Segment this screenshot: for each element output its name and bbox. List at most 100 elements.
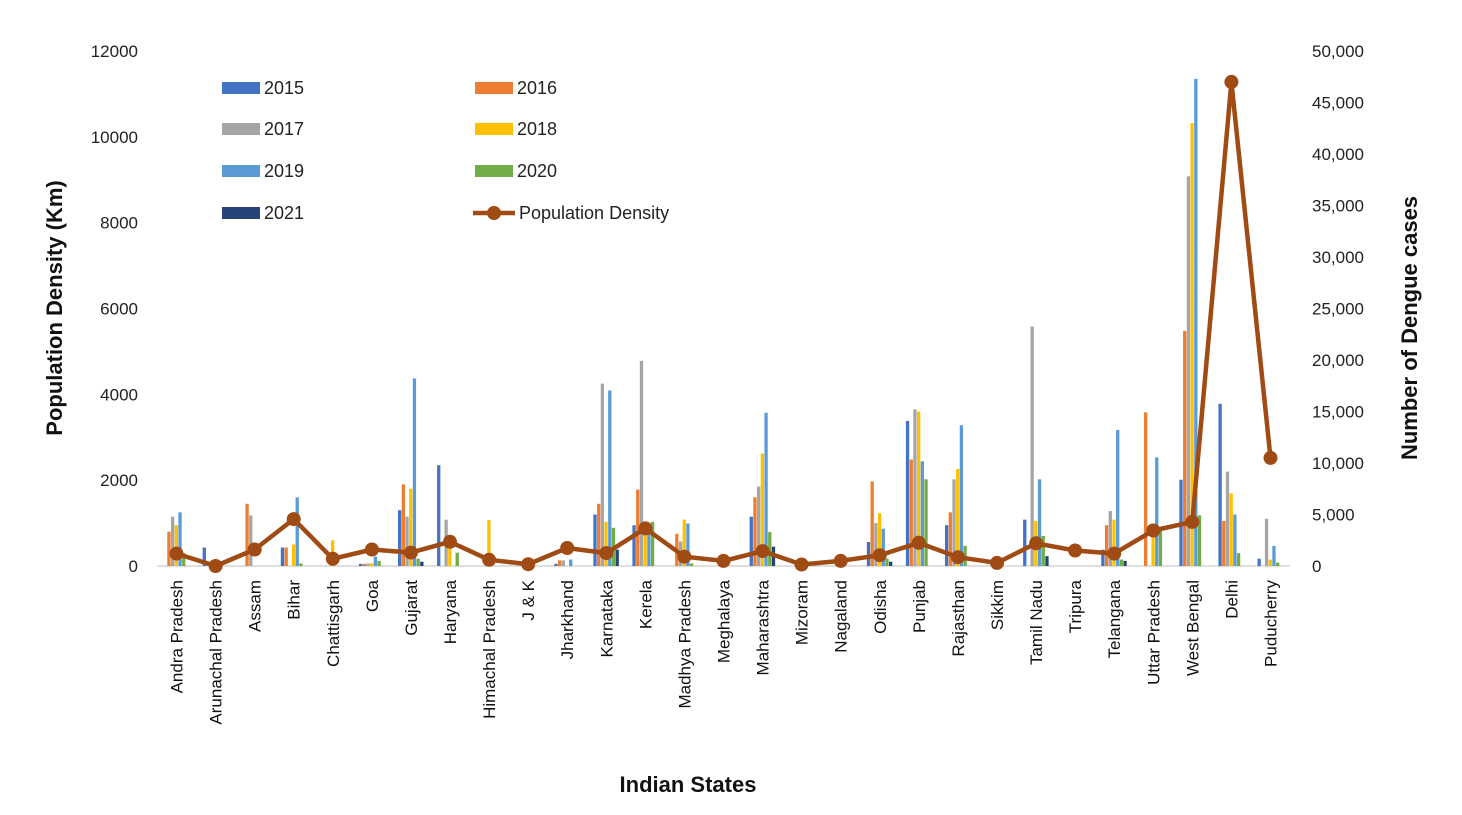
population-density-marker-odisha [872,548,887,563]
y2-tick-label: 45,000 [1312,94,1364,113]
bar-2020-goa [377,560,381,566]
population-density-marker-nagaland [833,553,848,568]
bar-2018-telangana [1112,519,1116,566]
bar-2015-delhi [1218,403,1222,566]
bar-2016-punjab [909,459,913,566]
category-label-j-k: J & K [519,579,538,620]
bar-2016-rajasthan [948,512,952,566]
y2-tick-label: 40,000 [1312,145,1364,164]
y2-tick-label: 0 [1312,557,1321,576]
population-density-marker-assam [247,542,262,557]
bar-2019-bihar [295,497,299,566]
y2-tick-label: 30,000 [1312,248,1364,267]
bar-2015-tamil-nadu [1023,519,1027,566]
bar-2018-himachal-pradesh [487,520,491,566]
bar-2016-assam [245,503,249,566]
bar-2018-punjab [916,411,921,566]
category-label-madhya-pradesh: Madhya Pradesh [675,580,694,709]
bar-2016-jharkhand [557,560,562,566]
bar-2021-gujarat [420,561,424,566]
bar-2018-andra-pradesh [174,525,178,566]
bar-2019-tamil-nadu [1037,479,1042,566]
bar-2017-odisha [874,523,878,566]
category-label-bihar: Bihar [285,580,304,620]
bar-2018-goa [370,563,374,566]
y2-tick-label: 5,000 [1312,506,1355,525]
legend-marker-swatch [487,206,501,220]
category-label-goa: Goa [363,579,382,612]
bar-2016-odisha [870,481,874,566]
bar-2017-puducherry [1264,518,1269,566]
population-density-marker-punjab [911,535,926,550]
bar-2018-rajasthan [956,469,960,566]
legend-swatch [222,123,260,135]
legend-label: Population Density [519,203,669,223]
legend-label: 2021 [264,203,304,223]
bar-2020-bihar [299,563,303,566]
bar-2020-gujarat [416,558,420,566]
population-density-marker-tamil-nadu [1029,536,1044,551]
population-density-marker-west-bengal [1185,514,1200,529]
bar-2018-west-bengal [1190,123,1194,566]
bar-2015-odisha [866,541,871,566]
bar-2018-uttar-pradesh [1151,532,1155,566]
bar-2018-odisha [877,513,882,566]
bar-2019-karnataka [608,390,612,566]
category-label-meghalaya: Meghalaya [715,579,734,663]
bar-2020-andra-pradesh [182,553,186,567]
bar-2017-gujarat [405,516,409,566]
bar-2021-karnataka [615,549,619,566]
category-label-west-bengal: West Bengal [1183,580,1202,676]
bar-2015-goa [358,563,363,566]
bar-2015-punjab [905,420,910,566]
population-density-marker-bihar [286,512,301,527]
bar-2015-karnataka [593,514,597,566]
category-label-delhi: Delhi [1222,580,1241,619]
category-label-arunachal-pradesh: Arunachal Pradesh [207,580,226,725]
population-density-marker-rajasthan [950,550,965,565]
bar-2021-telangana [1123,560,1127,566]
population-density-marker-puducherry [1263,450,1278,465]
y-tick-label: 8000 [100,214,138,233]
legend-item-2015: 2015 [222,78,304,98]
bar-2017-telangana [1108,511,1112,566]
category-label-odisha: Odisha [871,579,890,633]
category-label-punjab: Punjab [910,580,929,633]
legend-label: 2018 [517,119,557,139]
bar-2015-rajasthan [944,525,949,566]
legend-item-2017: 2017 [222,119,304,139]
y-tick-label: 6000 [100,300,138,319]
category-label-andra-pradesh: Andra Pradesh [168,580,187,693]
bar-2020-rajasthan [963,545,967,566]
bar-2018-bihar [291,544,296,566]
population-density-marker-uttar-pradesh [1146,523,1161,538]
legend-swatch [222,165,260,177]
population-density-marker-telangana [1107,546,1122,561]
bar-2021-odisha [889,561,893,566]
legend-swatch [475,82,513,94]
population-density-marker-kerela [638,521,653,536]
legend-swatch [222,82,260,94]
population-density-marker-delhi [1224,74,1239,89]
y2-tick-label: 50,000 [1312,42,1364,61]
y-tick-label: 2000 [100,471,138,490]
y-tick-label: 10000 [91,128,138,147]
bar-2017-punjab [913,409,917,566]
category-label-nagaland: Nagaland [832,580,851,653]
x-axis-title: Indian States [620,772,757,797]
bar-2015-bihar [280,547,285,566]
category-label-chattisgarh: Chattisgarh [324,580,343,667]
bar-2019-west-bengal [1194,78,1198,567]
population-density-marker-madhya-pradesh [677,549,692,564]
bar-2017-kerela [639,360,644,566]
population-density-marker-tripura [1068,543,1083,558]
population-density-marker-chattisgarh [325,551,340,566]
bar-2018-karnataka [604,521,608,566]
bar-2015-arunachal-pradesh [202,547,206,566]
legend-swatch [475,123,513,135]
legend-item-2018: 2018 [475,119,557,139]
bar-2020-delhi [1236,553,1241,567]
bar-2020-haryana [455,552,459,566]
category-label-uttar-pradesh: Uttar Pradesh [1144,580,1163,685]
